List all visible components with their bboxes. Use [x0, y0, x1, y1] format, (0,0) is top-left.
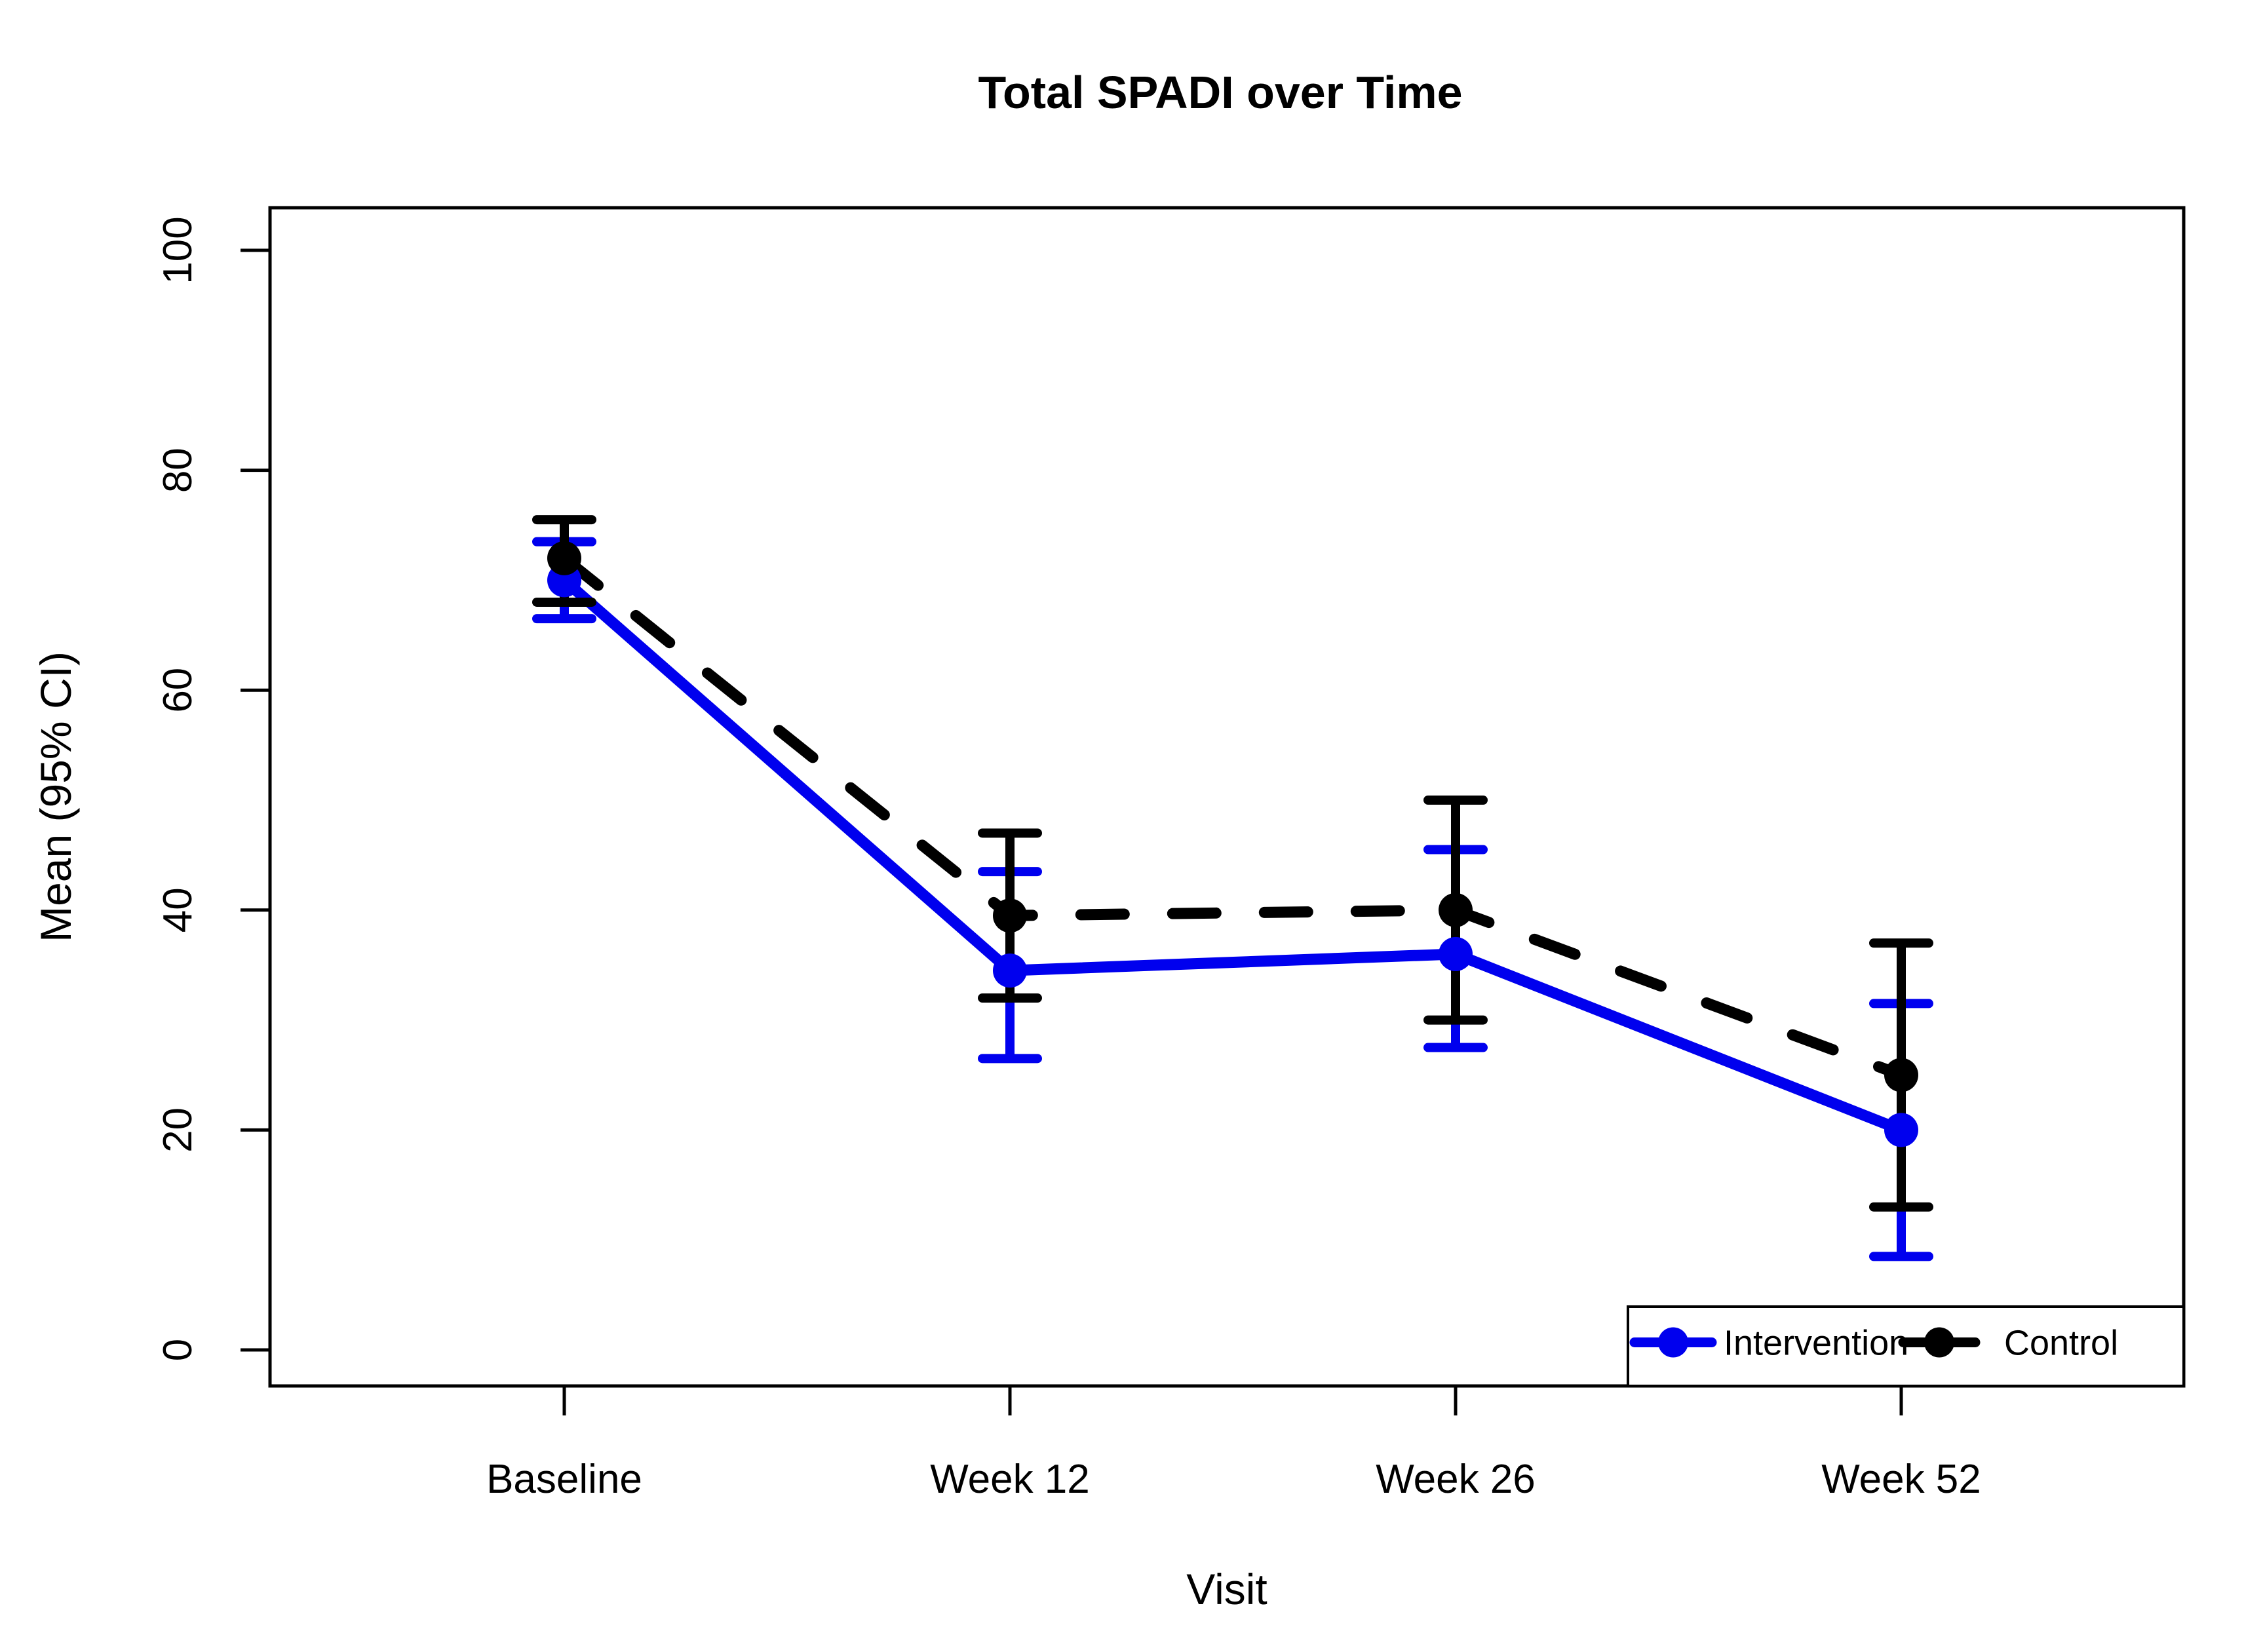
legend-item-intervention: Intervention — [1629, 1324, 1908, 1363]
y-tick-label: 40 — [155, 887, 201, 932]
y-tick-label: 100 — [155, 216, 201, 284]
y-tick-label: 80 — [155, 448, 201, 493]
data-point-control — [1439, 893, 1473, 927]
legend-item-label: Control — [2004, 1324, 2118, 1363]
y-tick-label: 0 — [155, 1339, 201, 1361]
chart-title: Total SPADI over Time — [978, 67, 1462, 118]
legend-sample-dot — [1658, 1327, 1688, 1358]
series-line-control — [558, 552, 1907, 1081]
data-point-control — [993, 898, 1027, 933]
x-tick-label: Baseline — [486, 1457, 642, 1502]
y-tick-label: 20 — [155, 1107, 201, 1153]
data-point-control — [547, 541, 581, 575]
data-point-intervention — [1884, 1113, 1918, 1147]
legend-item-label: Intervention — [1724, 1324, 1908, 1363]
plot-border — [268, 206, 2186, 1388]
legend-box — [1627, 1305, 2185, 1387]
x-axis-title: Visit — [1186, 1565, 1267, 1613]
legend-sample-dot — [1924, 1327, 1954, 1358]
data-point-control — [1884, 1058, 1918, 1092]
x-tick-label: Week 26 — [1376, 1457, 1536, 1502]
series-line-intervention — [558, 574, 1907, 1136]
x-axis: Baseline Week 12 Week 26 Week 52 — [486, 1386, 1981, 1502]
y-axis-title: Mean (95% CI) — [31, 651, 80, 942]
legend-item-control: Control — [1898, 1324, 2118, 1363]
x-tick-label: Week 52 — [1821, 1457, 1981, 1502]
y-tick-label: 60 — [155, 668, 201, 713]
legend: Intervention Control — [1627, 1305, 2185, 1387]
y-axis: 0 20 40 60 80 100 — [155, 216, 270, 1361]
data-point-intervention — [993, 953, 1027, 988]
x-tick-label: Week 12 — [930, 1457, 1090, 1502]
series-layer — [532, 515, 1933, 1261]
data-point-intervention — [1439, 936, 1473, 971]
